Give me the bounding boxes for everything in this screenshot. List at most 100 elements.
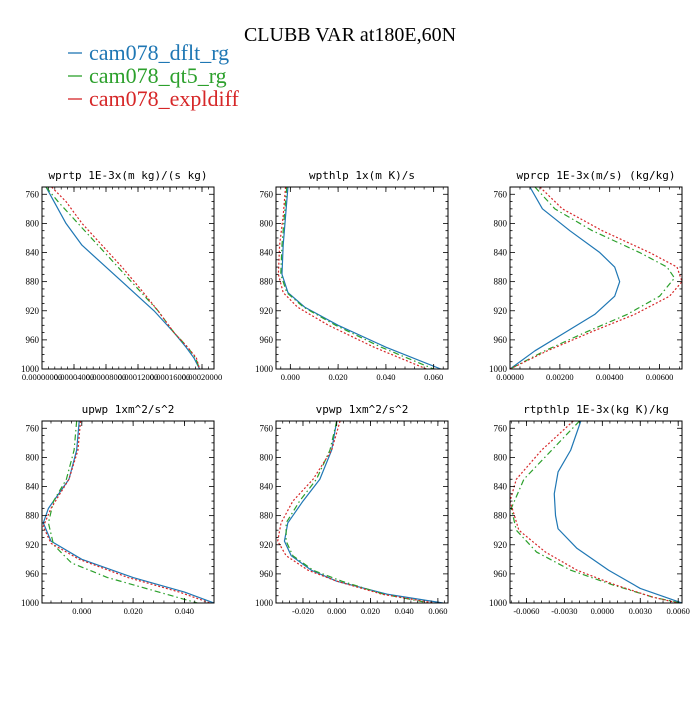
y-tick-label: 800	[494, 218, 508, 228]
x-tick-label: 0.040	[395, 606, 414, 616]
y-tick-label: 1000	[489, 364, 508, 374]
y-tick-label: 920	[494, 540, 508, 550]
plot-frame	[509, 186, 683, 370]
chart-panel-2: wpthlp 1x(m K)/s 760 800 840 880 920 960 1000 0.…	[255, 169, 449, 382]
x-tick-label: 0.0030	[629, 606, 652, 616]
y-tick-label: 1000	[255, 364, 274, 374]
plot-frame	[275, 186, 449, 370]
x-tick-label: -0.0030	[551, 606, 577, 616]
y-tick-label: 920	[260, 306, 274, 316]
x-tick-label: 0.00000	[496, 372, 524, 382]
x-tick-label: 0.060	[424, 372, 443, 382]
legend-label-cam078_dflt_rg: cam078_dflt_rg	[89, 40, 229, 65]
series-line-cam078_expldiff	[277, 421, 435, 603]
y-tick-label: 960	[26, 335, 40, 345]
legend-label-cam078_qt5_rg: cam078_qt5_rg	[89, 63, 227, 88]
series-line-cam078_qt5_rg	[47, 421, 198, 603]
series-line-cam078_qt5_rg	[285, 421, 430, 603]
chart-panel-6: rtpthlp 1E-3x(kg K)/kg 760 800 840 880 920 960…	[489, 403, 690, 616]
y-tick-label: 840	[26, 248, 40, 258]
x-tick-label: 0.00016000	[150, 372, 190, 382]
y-tick-label: 920	[260, 540, 274, 550]
y-tick-label: 880	[260, 277, 274, 287]
y-tick-label: 800	[260, 452, 274, 462]
y-tick-label: 880	[26, 511, 40, 521]
legend-label-cam078_expldiff: cam078_expldiff	[89, 86, 240, 111]
y-tick-label: 960	[260, 335, 274, 345]
figure-title: CLUBB VAR at180E,60N	[244, 24, 456, 46]
series-line-cam078_dflt_rg	[281, 187, 442, 369]
plot-frame	[509, 420, 683, 604]
series-line-cam078_expldiff	[277, 187, 427, 369]
plot-frame	[41, 186, 215, 370]
series-group	[277, 421, 444, 603]
y-tick-label: 840	[260, 482, 274, 492]
y-tick-label: 760	[260, 189, 274, 199]
panel-title: upwp 1xm^2/s^2	[82, 403, 175, 416]
y-tick-label: 760	[494, 189, 508, 199]
y-tick-label: 840	[26, 482, 40, 492]
series-line-cam078_expldiff	[510, 187, 682, 369]
y-tick-label: 800	[26, 218, 40, 228]
x-tick-label: 0.000	[327, 606, 346, 616]
x-tick-label: 0.00008000	[86, 372, 126, 382]
series-group	[510, 187, 682, 369]
x-tick-label: 0.020	[329, 372, 348, 382]
y-tick-label: 1000	[21, 598, 40, 608]
x-tick-label: 0.00600	[646, 372, 674, 382]
y-tick-label: 760	[494, 423, 508, 433]
series-line-cam078_expldiff	[510, 421, 679, 603]
y-tick-label: 880	[494, 277, 508, 287]
y-tick-label: 760	[260, 423, 274, 433]
series-line-cam078_expldiff	[51, 187, 201, 369]
y-tick-label: 800	[26, 452, 40, 462]
y-tick-label: 920	[26, 306, 40, 316]
x-tick-label: -0.020	[292, 606, 314, 616]
x-tick-label: 0.0060	[667, 606, 690, 616]
x-tick-label: 0.00020000	[182, 372, 222, 382]
plot-frame	[275, 420, 449, 604]
series-line-cam078_qt5_rg	[280, 187, 434, 369]
y-tick-label: 880	[26, 277, 40, 287]
panel-title: vpwp 1xm^2/s^2	[316, 403, 409, 416]
x-tick-label: 0.00000000	[22, 372, 62, 382]
y-tick-label: 960	[260, 569, 274, 579]
y-tick-label: 840	[260, 248, 274, 258]
y-tick-label: 960	[26, 569, 40, 579]
series-group	[45, 187, 201, 369]
y-tick-label: 1000	[489, 598, 508, 608]
panel-grid: wprtp 1E-3x(m kg)/(s kg) 760 800 840 880 920 9…	[21, 169, 690, 616]
legend: cam078_dflt_rgcam078_qt5_rgcam078_expldi…	[68, 40, 240, 111]
x-tick-label: 0.00200	[546, 372, 574, 382]
y-tick-label: 800	[260, 218, 274, 228]
x-tick-label: 0.00004000	[54, 372, 94, 382]
series-line-cam078_dflt_rg	[45, 187, 201, 369]
x-tick-label: 0.0000	[591, 606, 614, 616]
y-tick-label: 760	[26, 423, 40, 433]
panel-title: wprtp 1E-3x(m kg)/(s kg)	[49, 169, 208, 182]
x-tick-label: 0.00400	[596, 372, 624, 382]
y-tick-label: 880	[260, 511, 274, 521]
y-tick-label: 920	[494, 306, 508, 316]
x-tick-label: -0.0060	[513, 606, 539, 616]
x-tick-label: 0.000	[281, 372, 300, 382]
series-line-cam078_expldiff	[42, 421, 211, 603]
y-tick-label: 840	[494, 482, 508, 492]
y-tick-label: 920	[26, 540, 40, 550]
series-line-cam078_qt5_rg	[510, 187, 676, 369]
x-tick-label: 0.040	[175, 606, 194, 616]
chart-panel-4: upwp 1xm^2/s^2 760 800 840 880 920 960 1000 0.00…	[21, 403, 215, 616]
series-line-cam078_qt5_rg	[45, 187, 201, 369]
chart-panel-5: vpwp 1xm^2/s^2 760 800 840 880 920 960 1000 -0.0…	[255, 403, 449, 616]
chart-panel-3: wprcp 1E-3x(m/s) (kg/kg) 760 800 840 880 920 9…	[489, 169, 683, 382]
series-group	[277, 187, 442, 369]
panel-title: wpthlp 1x(m K)/s	[309, 169, 415, 182]
x-tick-label: 0.020	[361, 606, 380, 616]
y-tick-label: 1000	[21, 364, 40, 374]
series-line-cam078_dflt_rg	[553, 421, 682, 603]
series-line-cam078_dflt_rg	[283, 421, 444, 603]
panel-title: rtpthlp 1E-3x(kg K)/kg	[523, 403, 669, 416]
series-line-cam078_qt5_rg	[510, 421, 681, 603]
